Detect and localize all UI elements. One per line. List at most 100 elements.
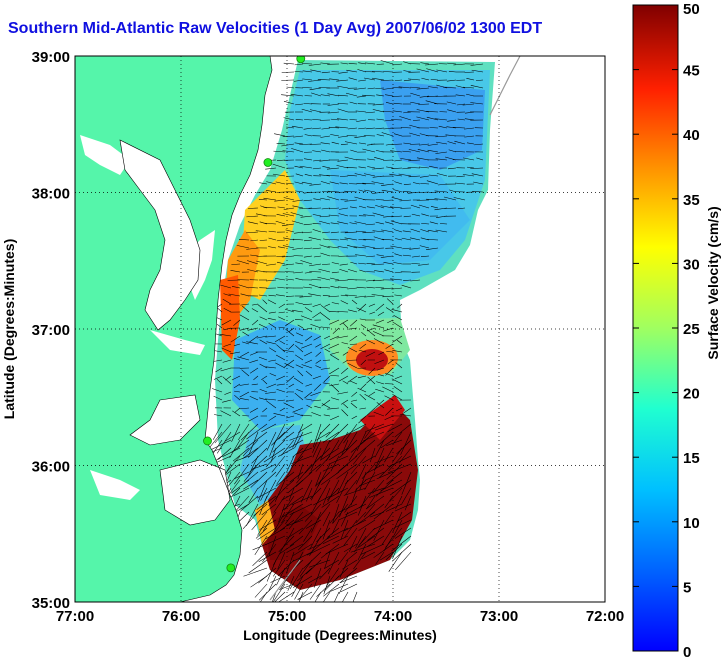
velocity-vector <box>384 447 394 463</box>
velocity-vector <box>462 103 475 106</box>
velocity-vector <box>259 339 268 345</box>
velocity-vector <box>232 410 241 417</box>
velocity-vector <box>268 294 277 297</box>
velocity-vector <box>375 199 385 201</box>
velocity-vector <box>329 311 340 313</box>
velocity-vector <box>389 479 412 496</box>
velocity-vector <box>323 414 331 417</box>
velocity-vector <box>339 182 349 185</box>
velocity-vector <box>323 575 331 595</box>
velocity-vector <box>418 204 430 209</box>
velocity-vector <box>355 527 367 549</box>
velocity-vector <box>312 431 322 453</box>
velocity-vector <box>255 527 268 539</box>
velocity-vector <box>426 247 439 250</box>
velocity-vector <box>340 143 349 145</box>
velocity-vector <box>299 559 313 577</box>
velocity-vector <box>249 351 259 356</box>
velocity-vector <box>330 375 340 377</box>
velocity-vector <box>339 175 349 177</box>
velocity-vector <box>322 166 331 169</box>
velocity-vector <box>372 324 385 329</box>
velocity-vector <box>263 222 277 225</box>
velocity-vector <box>294 583 304 600</box>
velocity-vector <box>256 260 268 265</box>
velocity-vector <box>283 402 295 409</box>
velocity-vector <box>426 198 439 201</box>
velocity-vector <box>393 314 403 321</box>
velocity-vector <box>372 519 394 530</box>
velocity-vector <box>324 348 331 353</box>
velocity-vector <box>337 311 349 313</box>
velocity-vector <box>345 551 358 562</box>
velocity-vector <box>269 373 277 377</box>
velocity-vector <box>319 159 331 162</box>
velocity-vector <box>325 567 340 587</box>
velocity-vector <box>399 116 412 121</box>
velocity-vector <box>374 270 385 273</box>
velocity-vector <box>374 157 385 161</box>
velocity-vector <box>265 535 286 546</box>
velocity-vector <box>220 410 232 417</box>
velocity-vector <box>344 141 358 145</box>
velocity-vector <box>268 487 286 506</box>
velocity-vector <box>418 166 430 169</box>
velocity-vector <box>435 158 448 161</box>
velocity-vector <box>256 487 277 499</box>
velocity-vector <box>448 149 457 153</box>
velocity-vector <box>399 199 412 202</box>
velocity-vector <box>321 495 340 508</box>
velocity-vector <box>295 278 304 281</box>
velocity-vector <box>300 315 313 321</box>
velocity-vector <box>404 495 412 511</box>
velocity-vector <box>289 471 304 483</box>
velocity-vector <box>241 369 250 377</box>
velocity-vector <box>394 375 403 379</box>
velocity-vector <box>331 397 340 401</box>
velocity-vector <box>234 407 241 413</box>
velocity-vector <box>362 245 376 249</box>
velocity-vector <box>371 77 385 81</box>
velocity-vector <box>263 197 277 201</box>
velocity-vector <box>312 167 322 170</box>
velocity-vector <box>337 85 349 89</box>
velocity-vector <box>346 431 358 451</box>
velocity-vector <box>346 423 367 435</box>
velocity-vector <box>344 156 358 161</box>
velocity-vector <box>448 71 457 73</box>
velocity-vector <box>327 479 340 503</box>
velocity-vector <box>385 543 403 561</box>
velocity-vector <box>381 527 394 545</box>
velocity-vector <box>320 543 340 559</box>
velocity-vector <box>256 495 277 510</box>
y-axis-label: Latitude (Degrees:Minutes) <box>1 239 17 419</box>
velocity-vector <box>310 324 322 329</box>
velocity-vectors <box>197 60 484 602</box>
velocity-vector <box>373 411 385 417</box>
velocity-vector <box>275 278 286 281</box>
velocity-vector <box>474 143 484 146</box>
velocity-vector <box>376 118 385 121</box>
velocity-vector <box>239 314 250 321</box>
velocity-vector <box>327 527 340 538</box>
velocity-vector <box>299 295 313 298</box>
velocity-vector <box>320 197 331 201</box>
velocity-vector <box>299 165 313 169</box>
velocity-vector <box>355 439 376 457</box>
velocity-vector <box>358 303 367 312</box>
velocity-vector <box>250 239 259 242</box>
velocity-vector <box>403 215 412 218</box>
velocity-vector <box>304 351 313 357</box>
velocity-vector <box>318 268 331 273</box>
velocity-vector <box>336 79 349 82</box>
velocity-vector <box>279 407 286 412</box>
velocity-vector <box>364 295 376 298</box>
velocity-vector <box>343 403 349 409</box>
velocity-vector <box>345 503 367 516</box>
velocity-vector <box>284 359 295 368</box>
colorbar-tick-label: 40 <box>683 127 700 144</box>
velocity-vector <box>364 71 376 73</box>
velocity-vector <box>278 326 286 329</box>
velocity-vector <box>263 447 286 463</box>
